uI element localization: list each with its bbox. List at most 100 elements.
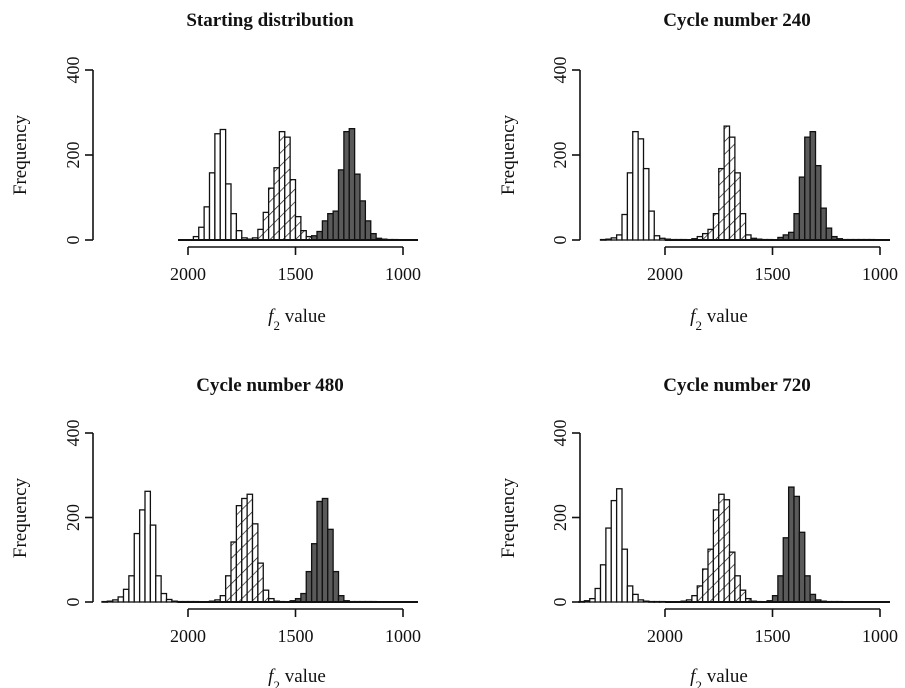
tick-labels: 0 200 400 2000 1500 1000 <box>550 57 898 285</box>
histogram-bar-open <box>230 212 238 241</box>
histogram-bar-hatched <box>723 125 731 241</box>
x-axis-label: f2 value <box>690 666 748 688</box>
histogram-bar-hatched <box>224 575 232 603</box>
x-tick-label: 2000 <box>170 264 206 284</box>
y-tick-label: 400 <box>550 57 570 84</box>
histogram-bar-open <box>599 238 607 241</box>
histogram-bar-open <box>637 599 645 603</box>
histogram-bar-dark <box>787 231 795 241</box>
histogram-bar-dark <box>327 212 334 241</box>
histogram-bar-open <box>605 527 612 603</box>
histogram-bar-open <box>198 226 205 241</box>
histogram-bar-dark <box>300 592 307 603</box>
histogram-bar-open <box>648 210 655 241</box>
x-tick-label: 1000 <box>385 626 421 646</box>
histogram-bar-open <box>214 133 221 241</box>
histogram-bar-open <box>171 600 178 603</box>
histogram-bar-hatched <box>284 136 291 241</box>
tick-labels: 0 200 400 2000 1500 1000 <box>550 420 898 647</box>
panel-cycle-720: Cycle number 720 Frequency f2 value 0 200… <box>498 375 898 688</box>
histogram-bar-hatched <box>718 493 725 603</box>
histogram-bar-open <box>653 235 661 241</box>
y-tick-label: 400 <box>550 420 570 447</box>
y-axis-label: Frequency <box>498 477 519 558</box>
histogram-bar-dark <box>798 531 806 603</box>
histogram-bar-open <box>632 593 639 603</box>
histogram-bar-open <box>219 128 227 241</box>
histogram-bar-hatched <box>289 178 297 241</box>
histogram-bar-open <box>610 499 618 603</box>
y-tick-label: 200 <box>550 504 570 531</box>
y-tick-label: 400 <box>63 57 83 84</box>
histogram-bar-dark <box>793 212 801 241</box>
histogram-bar-dark <box>782 537 790 603</box>
histogram-bar-dark <box>310 543 318 603</box>
histogram-bar-open <box>594 587 602 603</box>
histogram-bar-dark <box>327 528 334 603</box>
panel-title: Cycle number 240 <box>663 10 810 31</box>
histogram-bar-open <box>637 138 645 241</box>
histogram-bar-open <box>165 598 173 603</box>
x-tick-label: 2000 <box>170 626 206 646</box>
histogram-bar-open <box>106 600 114 603</box>
histogram-bar-hatched <box>728 551 736 603</box>
plot-area <box>572 432 890 617</box>
x-axis-label: f2 value <box>268 666 326 688</box>
y-axis-label: Frequency <box>10 477 31 558</box>
histogram-bar-hatched <box>273 167 281 241</box>
histogram-bar-open <box>208 172 216 241</box>
histogram-bar-dark <box>332 210 340 241</box>
histogram-bar-dark <box>787 486 795 603</box>
histogram-bar-dark <box>353 173 361 241</box>
histogram-bar-hatched <box>294 215 302 241</box>
histogram-bar-open <box>615 234 623 241</box>
panel-title: Starting distribution <box>186 10 354 31</box>
x-tick-label: 1500 <box>278 626 314 646</box>
histogram-bar-hatched <box>257 562 264 603</box>
y-axis-label: Frequency <box>498 114 519 195</box>
y-tick-label: 200 <box>63 142 83 169</box>
histogram-bar-open <box>101 600 109 603</box>
histogram-bar-hatched <box>728 136 736 241</box>
histogram-bar-hatched <box>241 497 248 603</box>
histogram-bar-dark <box>809 593 817 603</box>
histogram-bar-hatched <box>723 499 731 603</box>
x-axis-label: f2 value <box>690 306 748 333</box>
histogram-bar-dark <box>814 164 822 241</box>
y-tick-label: 400 <box>63 420 83 447</box>
tick-labels: 0 200 400 2000 1500 1000 <box>63 57 421 285</box>
histogram-bar-hatched <box>707 228 715 241</box>
histogram-bar-dark <box>321 220 329 241</box>
histogram-bar-open <box>658 237 666 241</box>
histogram-bar-open <box>626 172 634 241</box>
histogram-bar-dark <box>809 130 817 241</box>
histogram-bar-open <box>138 509 146 603</box>
plot-area <box>85 432 418 617</box>
histogram-bar-open <box>144 490 152 603</box>
histogram-bar-hatched <box>235 505 243 603</box>
histogram-bar-hatched <box>701 568 709 603</box>
histogram-bar-dark <box>316 230 324 241</box>
x-tick-label: 2000 <box>647 626 683 646</box>
histogram-bar-open <box>112 599 119 603</box>
panel-cycle-240: Cycle number 240 Frequency f2 value 0 200… <box>498 10 898 333</box>
histogram-bar-open <box>583 600 591 603</box>
histogram-bar-hatched <box>251 523 259 603</box>
histogram-bar-hatched <box>712 212 720 241</box>
histogram-bar-hatched <box>718 167 725 241</box>
histogram-bar-hatched <box>300 229 307 241</box>
panel-cycle-480: Cycle number 480 Frequency f2 value 0 200… <box>10 375 421 688</box>
histogram-bar-hatched <box>739 589 747 603</box>
histogram-bar-open <box>610 237 618 241</box>
y-tick-label: 0 <box>550 598 570 607</box>
y-tick-label: 0 <box>63 598 83 607</box>
x-tick-label: 1000 <box>862 264 898 284</box>
histogram-bar-open <box>605 238 612 241</box>
histogram-bar-open <box>642 167 650 241</box>
histogram-bar-dark <box>348 127 356 241</box>
histogram-bar-open <box>658 600 666 603</box>
histogram-bar-open <box>621 213 629 241</box>
histogram-bar-dark <box>343 130 350 241</box>
y-tick-label: 200 <box>550 142 570 169</box>
